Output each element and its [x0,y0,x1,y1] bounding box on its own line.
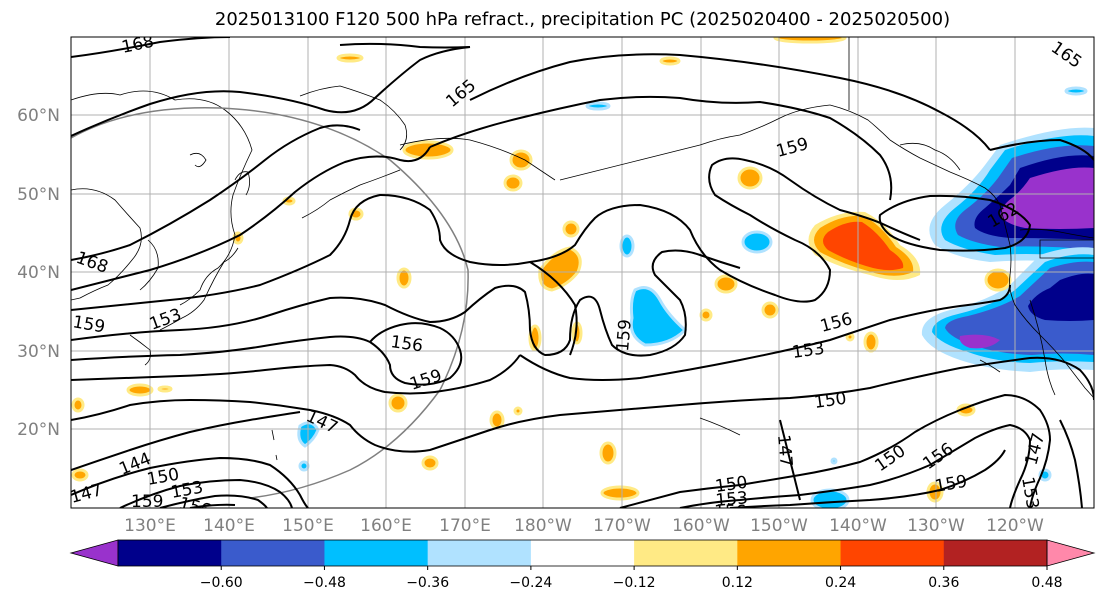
lat-tick-label: 40°N [17,263,60,283]
contour-label: 153 [1017,475,1042,510]
colorbar-label: −0.48 [303,575,346,591]
contour-label: 159 [131,492,163,512]
lon-tick-label: 130°W [907,516,965,536]
lat-tick-label: 50°N [17,185,60,205]
colorbar-segment [427,540,532,566]
colorbar-label: −0.36 [406,575,449,591]
lon-tick-label: 180°W [514,516,572,536]
lon-tick-label: 120°W [986,516,1044,536]
precip-shading [71,37,1094,508]
longitude-labels: 130°E 140°E 150°E 160°E 170°E 180°W 170°… [124,516,1044,536]
contour-label: 168 [120,32,156,58]
map-title: 2025013100 F120 500 hPa refract., precip… [214,9,951,30]
latitude-labels: 60°N 50°N 40°N 30°N 20°N [17,106,60,440]
contour-label: 153 [715,488,749,511]
contour-label: 156 [389,332,424,356]
colorbar-label: 0.36 [928,575,959,591]
colorbar-label: 0.12 [722,575,753,591]
map-frame [70,36,1095,509]
contour-label: 159 [613,318,636,352]
colorbar-extend-low [69,539,119,567]
lon-tick-label: 140°W [829,516,887,536]
contour-label: 156 [714,502,746,522]
colorbar-label: −0.60 [200,575,243,591]
colorbar-label: 0.24 [825,575,856,591]
lat-tick-label: 60°N [17,106,60,126]
contour-label: 147 [773,434,796,468]
colorbar-label: −0.24 [509,575,552,591]
lon-tick-label: 160°E [360,516,412,536]
colorbar-segment [634,540,738,566]
lon-tick-label: 140°E [203,516,255,536]
colorbar-segment [737,540,842,566]
colorbar-segment [840,540,945,566]
lon-tick-label: 130°E [124,516,176,536]
colorbar-segment [943,540,1048,566]
coastlines [71,37,1094,461]
colorbar: −0.60 −0.48 −0.36 −0.24 −0.12 0.12 0.24 0.36 0.4… [69,539,1096,591]
contour-label: 153 [791,339,826,363]
lon-tick-label: 170°E [439,516,491,536]
colorbar-segment [530,540,635,566]
contour-label: 150 [714,473,749,497]
colorbar-extend-high [1046,539,1096,567]
map-gridlines [71,37,1094,508]
colorbar-label: −0.12 [613,575,656,591]
lon-tick-label: 160°W [672,516,730,536]
lon-tick-label: 170°W [593,516,651,536]
colorbar-label: 0.48 [1031,575,1062,591]
colorbar-segment [324,540,429,566]
colorbar-segment [118,540,222,566]
lon-tick-label: 150°W [750,516,808,536]
refractivity-contours [71,37,1094,508]
lat-tick-label: 20°N [17,420,60,440]
colorbar-frame [117,539,1048,567]
colorbar-segment [221,540,325,566]
lat-tick-label: 30°N [17,342,60,362]
lon-tick-label: 150°E [282,516,334,536]
contour-label: 150 [813,389,848,413]
